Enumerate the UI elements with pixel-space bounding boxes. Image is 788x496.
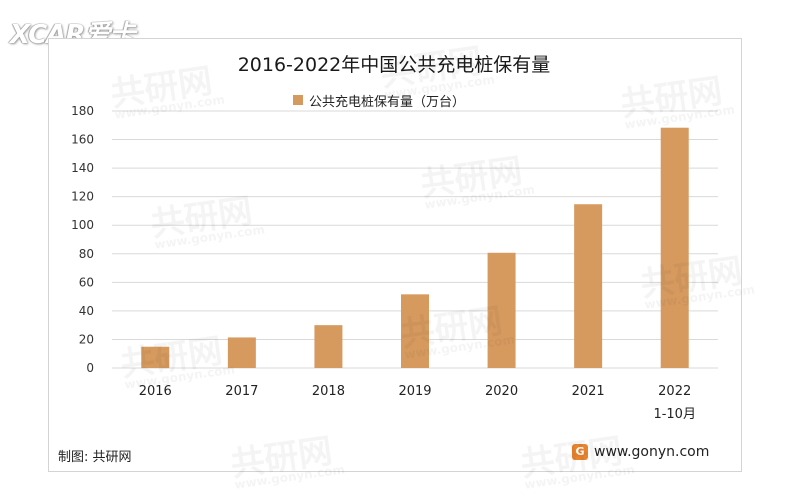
x-tick-label: 2018 <box>312 384 345 399</box>
x-tick-label: 2016 <box>139 384 172 399</box>
legend-swatch <box>293 95 303 105</box>
y-tick-label: 40 <box>79 304 94 318</box>
bar-2016 <box>141 346 170 368</box>
bar-2018 <box>314 325 343 368</box>
bar-2017 <box>227 337 256 368</box>
x-tick-sublabel: 1-10月 <box>653 407 696 422</box>
x-tick-label: 2017 <box>225 384 258 399</box>
y-tick-label: 120 <box>71 190 94 204</box>
x-tick-label: 2022 <box>658 384 691 399</box>
x-tick-label: 2019 <box>398 384 431 399</box>
y-tick-label: 180 <box>71 104 94 118</box>
bar-2022 <box>660 127 689 368</box>
x-tick-label: 2020 <box>485 384 518 399</box>
bar-2020 <box>487 252 516 368</box>
chart-title: 2016-2022年中国公共充电桩保有量 <box>237 54 551 76</box>
x-tick-label: 2021 <box>572 384 605 399</box>
y-tick-label: 60 <box>79 275 94 289</box>
y-tick-label: 80 <box>79 247 94 261</box>
y-tick-label: 20 <box>79 332 94 346</box>
source-credit: 制图: 共研网 <box>58 450 132 465</box>
gonyn-logo-icon: G <box>572 444 588 460</box>
y-tick-label: 100 <box>71 218 94 232</box>
bar-2021 <box>574 204 603 368</box>
bar-2019 <box>401 294 429 368</box>
chart-legend: 公共充电桩保有量（万台） <box>293 90 465 110</box>
y-tick-label: 0 <box>86 361 94 375</box>
y-tick-label: 140 <box>71 161 94 175</box>
website-credit: G www.gonyn.com <box>572 444 709 460</box>
y-tick-label: 160 <box>71 133 94 147</box>
website-url: www.gonyn.com <box>594 444 710 460</box>
chart-frame <box>48 38 742 472</box>
legend-label: 公共充电桩保有量（万台） <box>309 94 466 110</box>
